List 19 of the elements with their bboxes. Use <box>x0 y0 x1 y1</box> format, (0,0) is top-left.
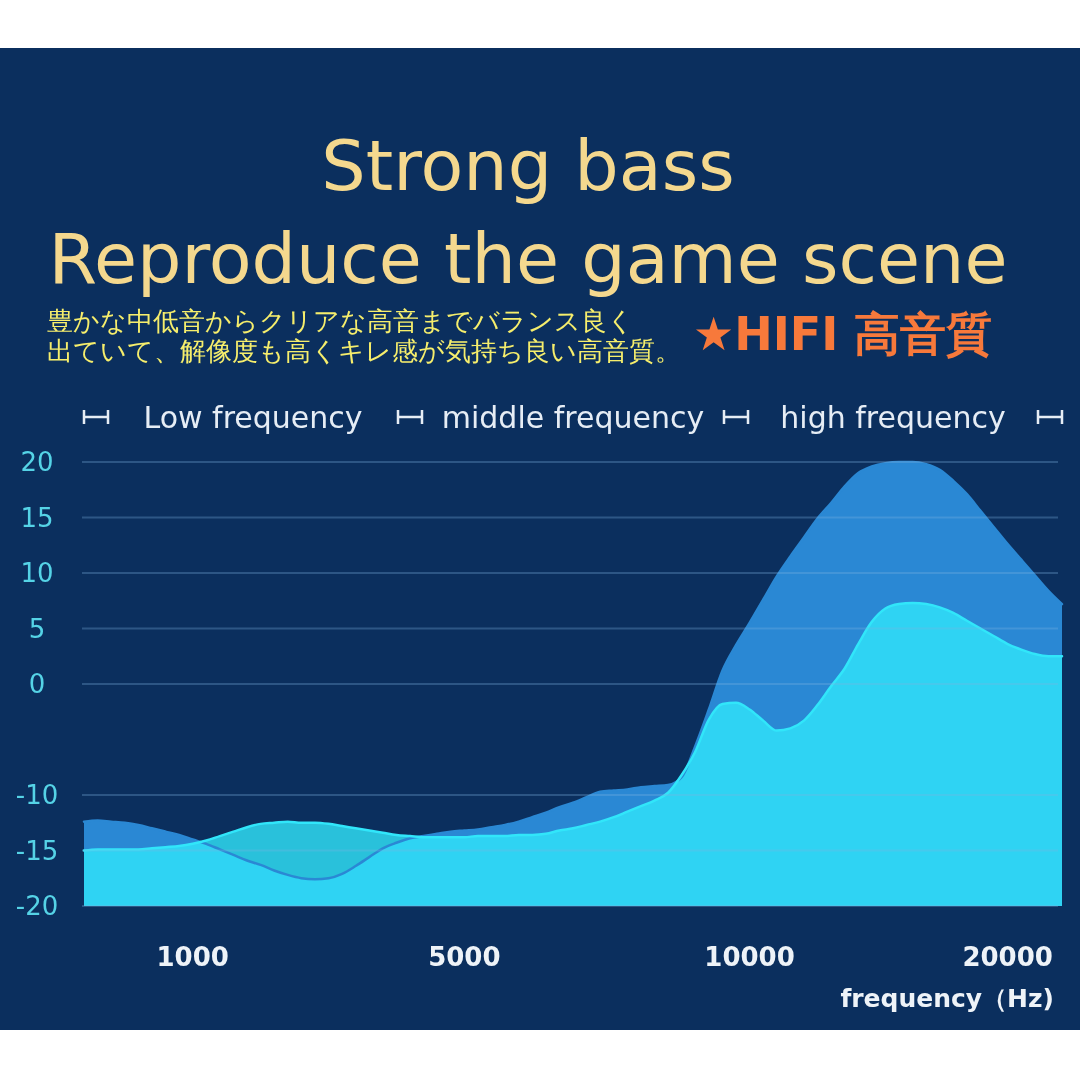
text: ★HIFI 高音質 <box>693 307 993 361</box>
chart-title: Strong bass Reproduce the game scene <box>48 125 1008 300</box>
text: Low frequency <box>143 400 363 435</box>
y-tick-label: -10 <box>15 780 59 810</box>
text: middle frequency <box>441 400 705 435</box>
text: high frequency <box>780 400 1006 435</box>
y-tick-label: -20 <box>15 891 59 921</box>
x-tick-label: 5000 <box>428 942 501 972</box>
y-tick-label: 15 <box>20 502 54 533</box>
x-tick-label: 20000 <box>962 942 1053 972</box>
y-tick-label: -15 <box>15 835 59 866</box>
y-tick-label: 0 <box>28 669 46 699</box>
y-tick-label: 10 <box>20 558 54 588</box>
x-tick-label: 1000 <box>156 942 229 972</box>
y-tick-label: 5 <box>28 613 46 644</box>
y-tick-label: 20 <box>20 447 54 477</box>
chart-subtitle: 豊かな中低音からクリアな高音までバランス良く出ていて、解像度も高くキレ感が気持ち良い高音質。 <box>47 306 681 366</box>
x-axis-title: frequency（Hz) <box>840 984 1054 1013</box>
x-tick-label: 10000 <box>704 942 795 972</box>
